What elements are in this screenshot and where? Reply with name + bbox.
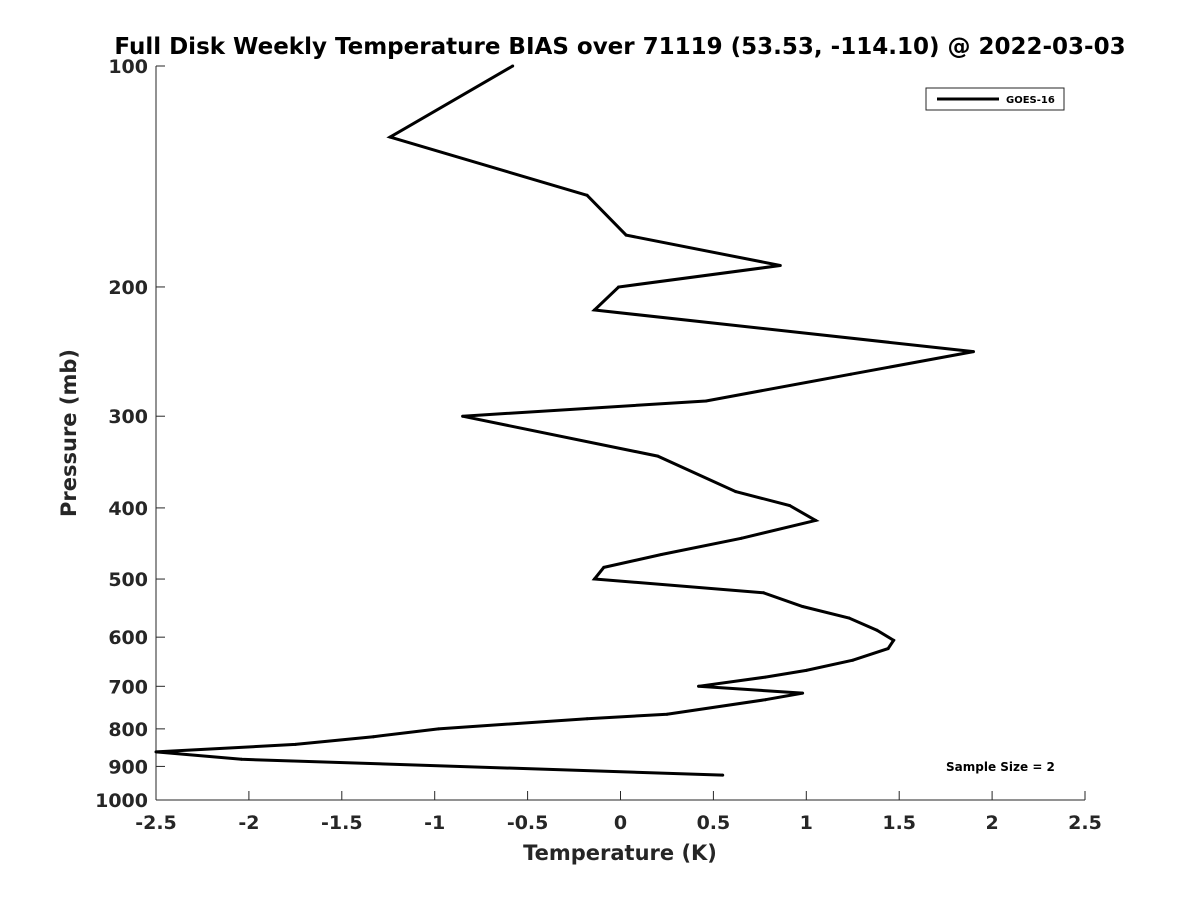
data-point <box>697 684 700 688</box>
data-point <box>875 628 879 632</box>
data-point <box>293 742 297 746</box>
axes <box>155 66 1085 801</box>
x-tick-label: -0.5 <box>507 812 549 834</box>
data-point <box>461 414 465 418</box>
data-point <box>804 668 808 672</box>
data-point <box>762 591 766 595</box>
data-point <box>892 638 896 642</box>
data-point <box>972 350 975 354</box>
data-point <box>734 490 738 494</box>
data-points <box>154 64 975 777</box>
data-point <box>154 750 158 754</box>
y-tick-label: 200 <box>108 277 148 299</box>
data-point <box>585 717 589 721</box>
sample-size-annotation: Sample Size = 2 <box>946 760 1055 774</box>
data-point <box>593 577 596 581</box>
data-point <box>849 372 853 376</box>
chart-title: Full Disk Weekly Temperature BIAS over 7… <box>114 34 1125 60</box>
legend: GOES-16 <box>925 87 1065 111</box>
data-point <box>851 658 855 662</box>
x-tick-label: 2 <box>985 812 998 834</box>
data-point <box>847 616 851 620</box>
data-point <box>617 285 621 289</box>
data-point <box>593 308 596 312</box>
data-point <box>788 504 792 507</box>
y-tick-label: 100 <box>108 56 148 78</box>
data-point <box>814 518 818 522</box>
data-point <box>763 698 767 702</box>
x-tick-label: 1.5 <box>882 812 916 834</box>
data-point <box>739 536 743 540</box>
x-tick-label: 0 <box>614 812 627 834</box>
data-point <box>665 712 669 716</box>
data-point <box>886 647 890 651</box>
y-tick-label: 300 <box>108 406 148 428</box>
data-point <box>656 454 660 458</box>
x-tick-label: -1 <box>424 812 445 834</box>
y-tick-label: 400 <box>108 498 148 520</box>
data-point <box>801 691 805 695</box>
data-point <box>721 773 725 777</box>
y-tick-label: 700 <box>108 676 148 698</box>
x-tick-label: -1.5 <box>321 812 363 834</box>
y-axis-label: Pressure (mb) <box>57 349 81 517</box>
y-tick-label: 600 <box>108 627 148 649</box>
data-point <box>763 675 767 679</box>
x-tick-label: 2.5 <box>1068 812 1102 834</box>
data-point <box>436 727 440 731</box>
y-tick-label: 1000 <box>95 790 148 812</box>
data-point <box>585 193 589 197</box>
data-point <box>801 605 805 608</box>
x-tick-label: -2.5 <box>135 812 177 834</box>
x-tick-label: 0.5 <box>697 812 731 834</box>
data-point <box>704 399 708 403</box>
data-point <box>240 757 243 761</box>
y-tick-label: 900 <box>108 756 148 778</box>
y-tick-label: 800 <box>108 719 148 741</box>
data-point <box>388 135 392 139</box>
legend-label-goes-16: GOES-16 <box>1006 95 1055 106</box>
data-point <box>659 553 663 556</box>
data-point <box>511 64 515 68</box>
data-point <box>624 233 628 237</box>
data-point <box>602 565 606 569</box>
y-tick-label: 500 <box>108 569 148 591</box>
x-tick-label: -2 <box>238 812 259 834</box>
x-tick-label: 1 <box>800 812 813 834</box>
data-point <box>778 264 782 267</box>
y-ticks: 100 200 300 400 500 600 700 800 900 1000 <box>95 56 165 812</box>
series-line-goes-16 <box>155 64 974 777</box>
x-ticks: -2.5 -2 -1.5 -1 -0.5 0 0.5 1 1.5 2 2.5 <box>135 791 1102 834</box>
x-axis-label: Temperature (K) <box>523 841 717 865</box>
data-point <box>371 735 375 739</box>
